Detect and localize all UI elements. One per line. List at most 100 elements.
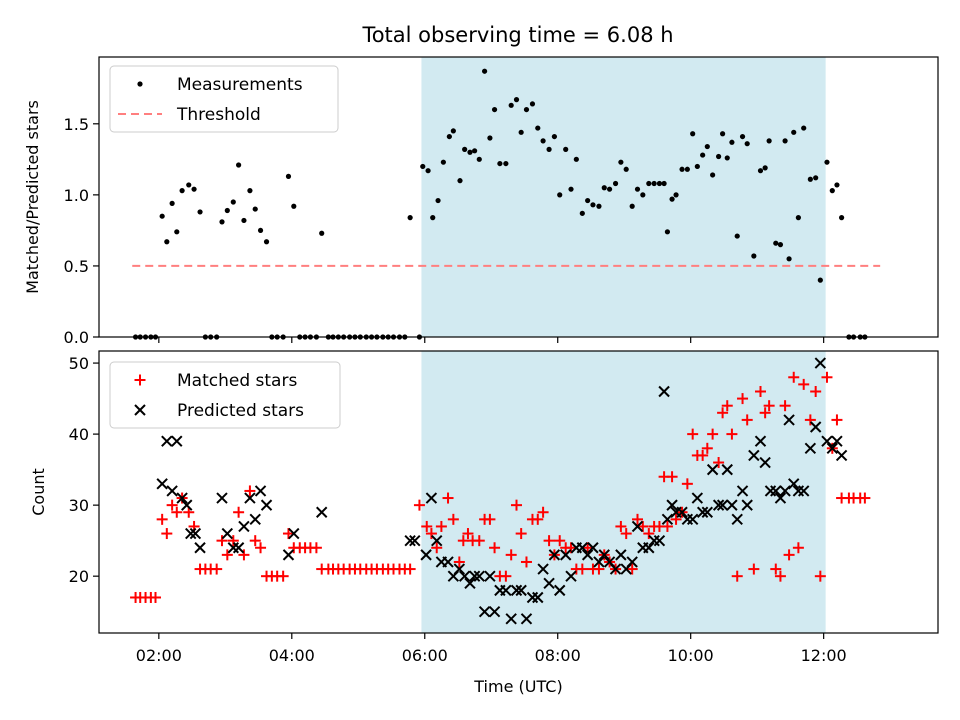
predicted-star-point bbox=[468, 570, 481, 582]
measurement-point bbox=[186, 182, 192, 188]
measurement-point bbox=[224, 207, 230, 214]
x-stroke-b bbox=[453, 563, 466, 575]
top-axes-frame bbox=[98, 56, 939, 338]
predicted-star-point bbox=[581, 549, 594, 561]
matched-star-point bbox=[255, 542, 267, 554]
predicted-star-point bbox=[520, 613, 533, 625]
matched-star-point bbox=[537, 506, 549, 518]
measurement-points bbox=[132, 68, 868, 340]
measurement-point bbox=[734, 233, 740, 239]
matched-star-point bbox=[666, 471, 678, 483]
legend-predicted-marker bbox=[134, 404, 146, 416]
measurement-point bbox=[786, 256, 792, 262]
predicted-star-point bbox=[691, 492, 704, 504]
matched-star-point bbox=[462, 528, 474, 540]
measurement-point bbox=[719, 131, 726, 137]
x-stroke-b bbox=[774, 492, 787, 504]
predicted-star-point bbox=[809, 421, 822, 433]
matched-star-point bbox=[161, 528, 173, 540]
matched-star-point bbox=[233, 506, 245, 518]
predicted-star-point bbox=[726, 499, 738, 511]
measurement-point bbox=[230, 199, 236, 205]
predicted-star-point bbox=[721, 463, 733, 476]
x-stroke-b bbox=[797, 485, 810, 497]
matched-star-point bbox=[661, 520, 673, 532]
measurement-point bbox=[729, 139, 735, 145]
matched-star-point bbox=[211, 563, 223, 575]
measurement-point bbox=[174, 229, 180, 235]
measurement-point bbox=[546, 146, 552, 152]
x-stroke-b bbox=[316, 506, 328, 518]
x-stroke-b bbox=[221, 527, 234, 540]
predicted-star-point bbox=[631, 520, 644, 533]
matched-star-point bbox=[565, 542, 577, 554]
y-tick-label: 50 bbox=[69, 354, 89, 373]
matched-star-point bbox=[637, 520, 649, 532]
x-stroke-b bbox=[609, 563, 622, 575]
measurement-point bbox=[612, 180, 619, 187]
matched-star-point bbox=[620, 528, 632, 540]
y-tick-label: 0.5 bbox=[64, 257, 89, 276]
predicted-star-point bbox=[473, 570, 485, 582]
measurement-point bbox=[551, 133, 558, 140]
measurement-point bbox=[829, 188, 835, 194]
x-stroke-b bbox=[254, 485, 267, 497]
matched-star-point bbox=[774, 570, 786, 582]
matched-star-point bbox=[520, 556, 532, 568]
matched-star-point bbox=[500, 570, 512, 582]
matched-star-point bbox=[737, 393, 749, 405]
predicted-star-point bbox=[666, 499, 678, 511]
predicted-star-point bbox=[712, 499, 725, 511]
matched-star-point bbox=[643, 528, 655, 540]
x-stroke-b bbox=[543, 577, 555, 589]
x-stroke-b bbox=[788, 478, 800, 490]
matched-star-point bbox=[505, 549, 517, 561]
x-stroke-b bbox=[554, 584, 566, 597]
measurement-point bbox=[446, 133, 452, 140]
measurement-point bbox=[762, 165, 768, 171]
measurement-point bbox=[407, 215, 413, 221]
measurement-point bbox=[535, 125, 541, 131]
x-stroke-b bbox=[464, 577, 476, 589]
predicted-star-point bbox=[748, 449, 760, 462]
matched-star-point bbox=[783, 549, 795, 561]
x-stroke-b bbox=[548, 549, 561, 561]
measurement-point bbox=[629, 203, 635, 209]
matched-star-point bbox=[282, 528, 294, 540]
measurement-point bbox=[236, 162, 242, 168]
x-stroke-b bbox=[515, 584, 527, 597]
x-stroke-b bbox=[759, 456, 771, 469]
x-stroke-b bbox=[598, 549, 610, 561]
matched-star-point bbox=[216, 535, 228, 547]
predicted-star-point bbox=[658, 385, 670, 398]
measurement-point bbox=[450, 128, 456, 134]
matched-star-point bbox=[457, 535, 469, 547]
predicted-star-point bbox=[565, 570, 577, 582]
matched-star-point bbox=[701, 442, 713, 454]
x-stroke-b bbox=[615, 549, 627, 561]
x-stroke-b bbox=[748, 449, 760, 462]
predicted-star-point bbox=[288, 527, 300, 540]
matched-star-point bbox=[759, 407, 771, 419]
measurement-point bbox=[503, 160, 509, 167]
predicted-star-point bbox=[543, 577, 555, 589]
legend-plus-glyph bbox=[134, 374, 146, 386]
predicted-star-point bbox=[548, 549, 561, 561]
x-tick-label: 02:00 bbox=[136, 646, 182, 665]
legend-x-glyph bbox=[134, 404, 146, 416]
predicted-star-point bbox=[783, 414, 795, 426]
x-stroke-b bbox=[754, 435, 767, 447]
measurement-point bbox=[285, 173, 292, 179]
matched-star-point bbox=[166, 499, 178, 511]
measurement-point bbox=[579, 210, 585, 216]
x-stroke-b bbox=[189, 527, 202, 540]
measurement-point bbox=[640, 192, 646, 198]
matched-star-point bbox=[554, 535, 566, 547]
matched-star-point bbox=[788, 371, 800, 383]
x-stroke-b bbox=[166, 485, 178, 497]
predicted-star-point bbox=[554, 584, 566, 597]
predicted-star-point bbox=[189, 527, 202, 540]
measurement-point bbox=[824, 159, 830, 165]
matched-star-point bbox=[543, 535, 555, 547]
measurement-point bbox=[704, 143, 710, 150]
